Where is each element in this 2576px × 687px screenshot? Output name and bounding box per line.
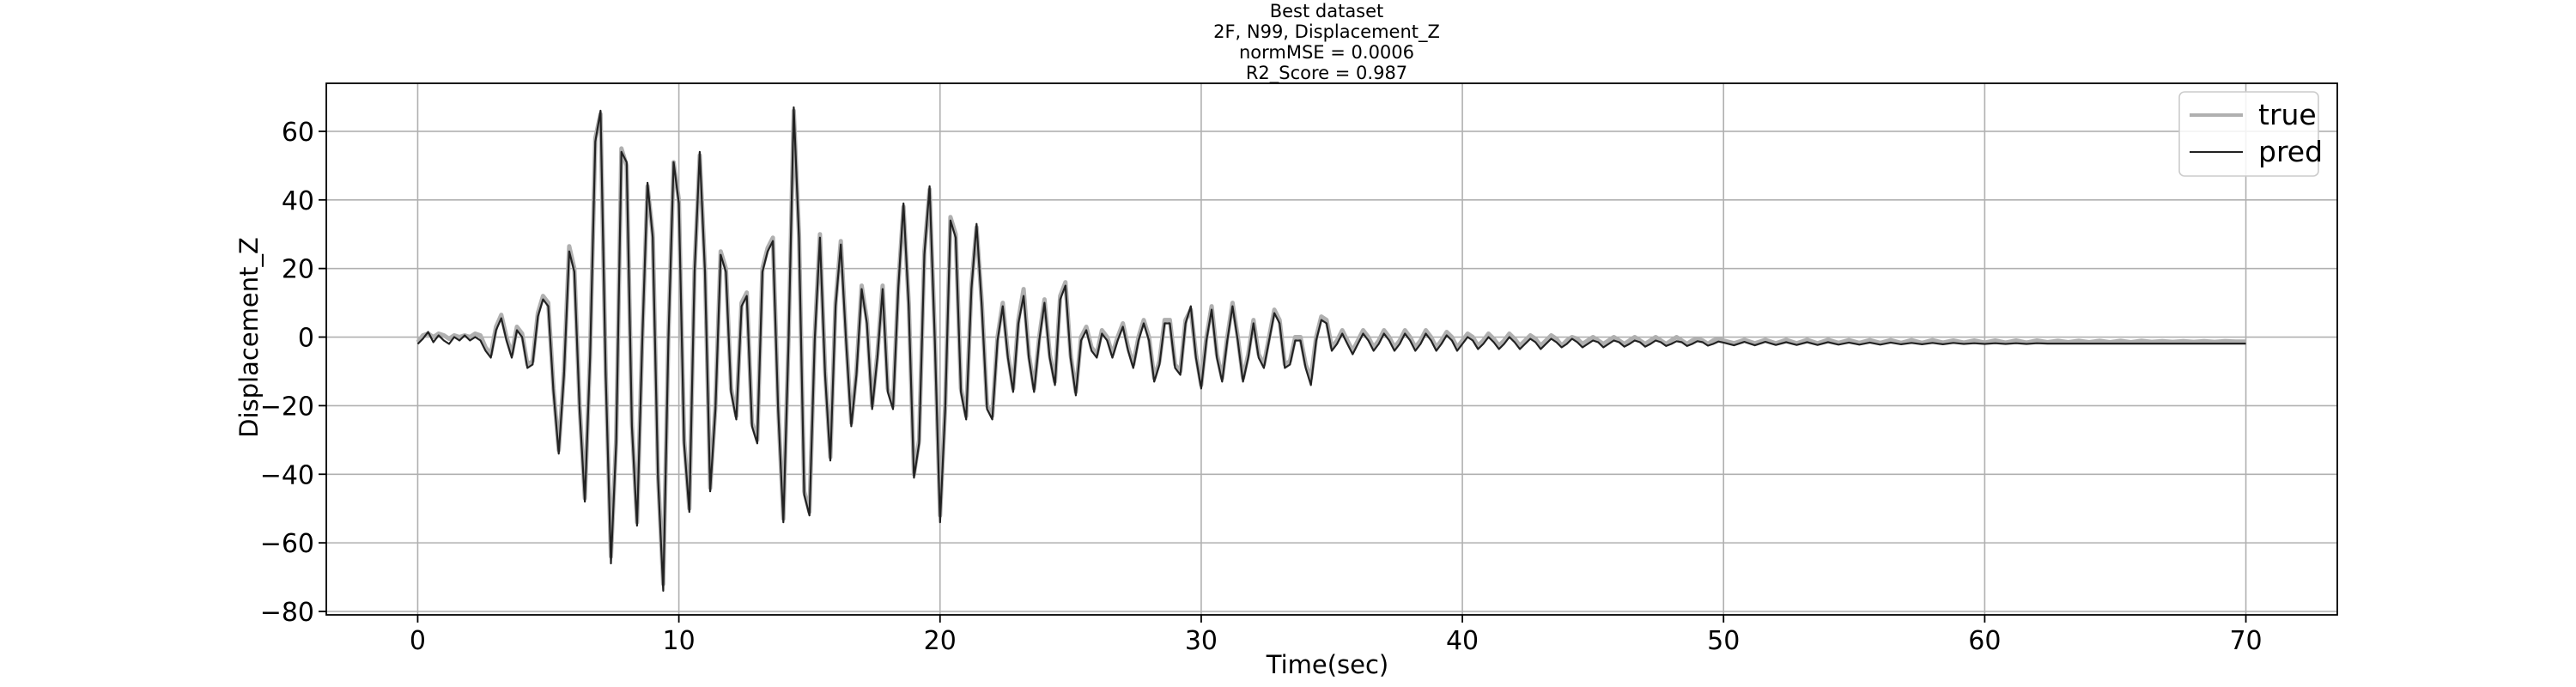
y-tick-label: 20 xyxy=(282,255,314,285)
axis-ticks: 0 10 20 30 40 50 60 70 −80 −60 −40 −20 0 20 40 60 xyxy=(260,118,2263,656)
legend-label-true: true xyxy=(2258,98,2317,131)
title-line-3: normMSE = 0.0006 xyxy=(1239,42,1414,63)
x-axis-label: Time(sec) xyxy=(1266,650,1389,679)
x-tick-label: 40 xyxy=(1446,626,1479,656)
x-tick-label: 30 xyxy=(1185,626,1218,656)
y-tick-label: −20 xyxy=(260,392,314,422)
y-tick-label: −60 xyxy=(260,529,314,559)
y-axis-label: Displacement_Z xyxy=(234,237,264,438)
legend-label-pred: pred xyxy=(2258,135,2323,168)
series-group xyxy=(416,106,2246,593)
legend: true pred xyxy=(2178,91,2323,177)
y-tick-label: −40 xyxy=(260,460,314,490)
legend-box xyxy=(2178,91,2319,177)
chart-title: Best dataset 2F, N99, Displacement_Z nor… xyxy=(1213,1,1440,84)
x-tick-label: 10 xyxy=(663,626,696,656)
title-line-2: 2F, N99, Displacement_Z xyxy=(1213,21,1440,43)
x-tick-label: 50 xyxy=(1707,626,1740,656)
plot-frame xyxy=(325,82,2338,616)
y-tick-label: 60 xyxy=(282,118,314,148)
title-line-1: Best dataset xyxy=(1270,1,1384,21)
y-tick-label: 0 xyxy=(298,324,314,354)
x-tick-label: 0 xyxy=(410,626,426,656)
x-tick-label: 20 xyxy=(924,626,957,656)
y-tick-label: −80 xyxy=(260,598,314,628)
title-line-4: R2_Score = 0.987 xyxy=(1246,63,1407,84)
y-tick-label: 40 xyxy=(282,186,314,216)
x-tick-label: 60 xyxy=(1968,626,2001,656)
series-line-pred xyxy=(416,106,2246,593)
x-tick-label: 70 xyxy=(2229,626,2262,656)
